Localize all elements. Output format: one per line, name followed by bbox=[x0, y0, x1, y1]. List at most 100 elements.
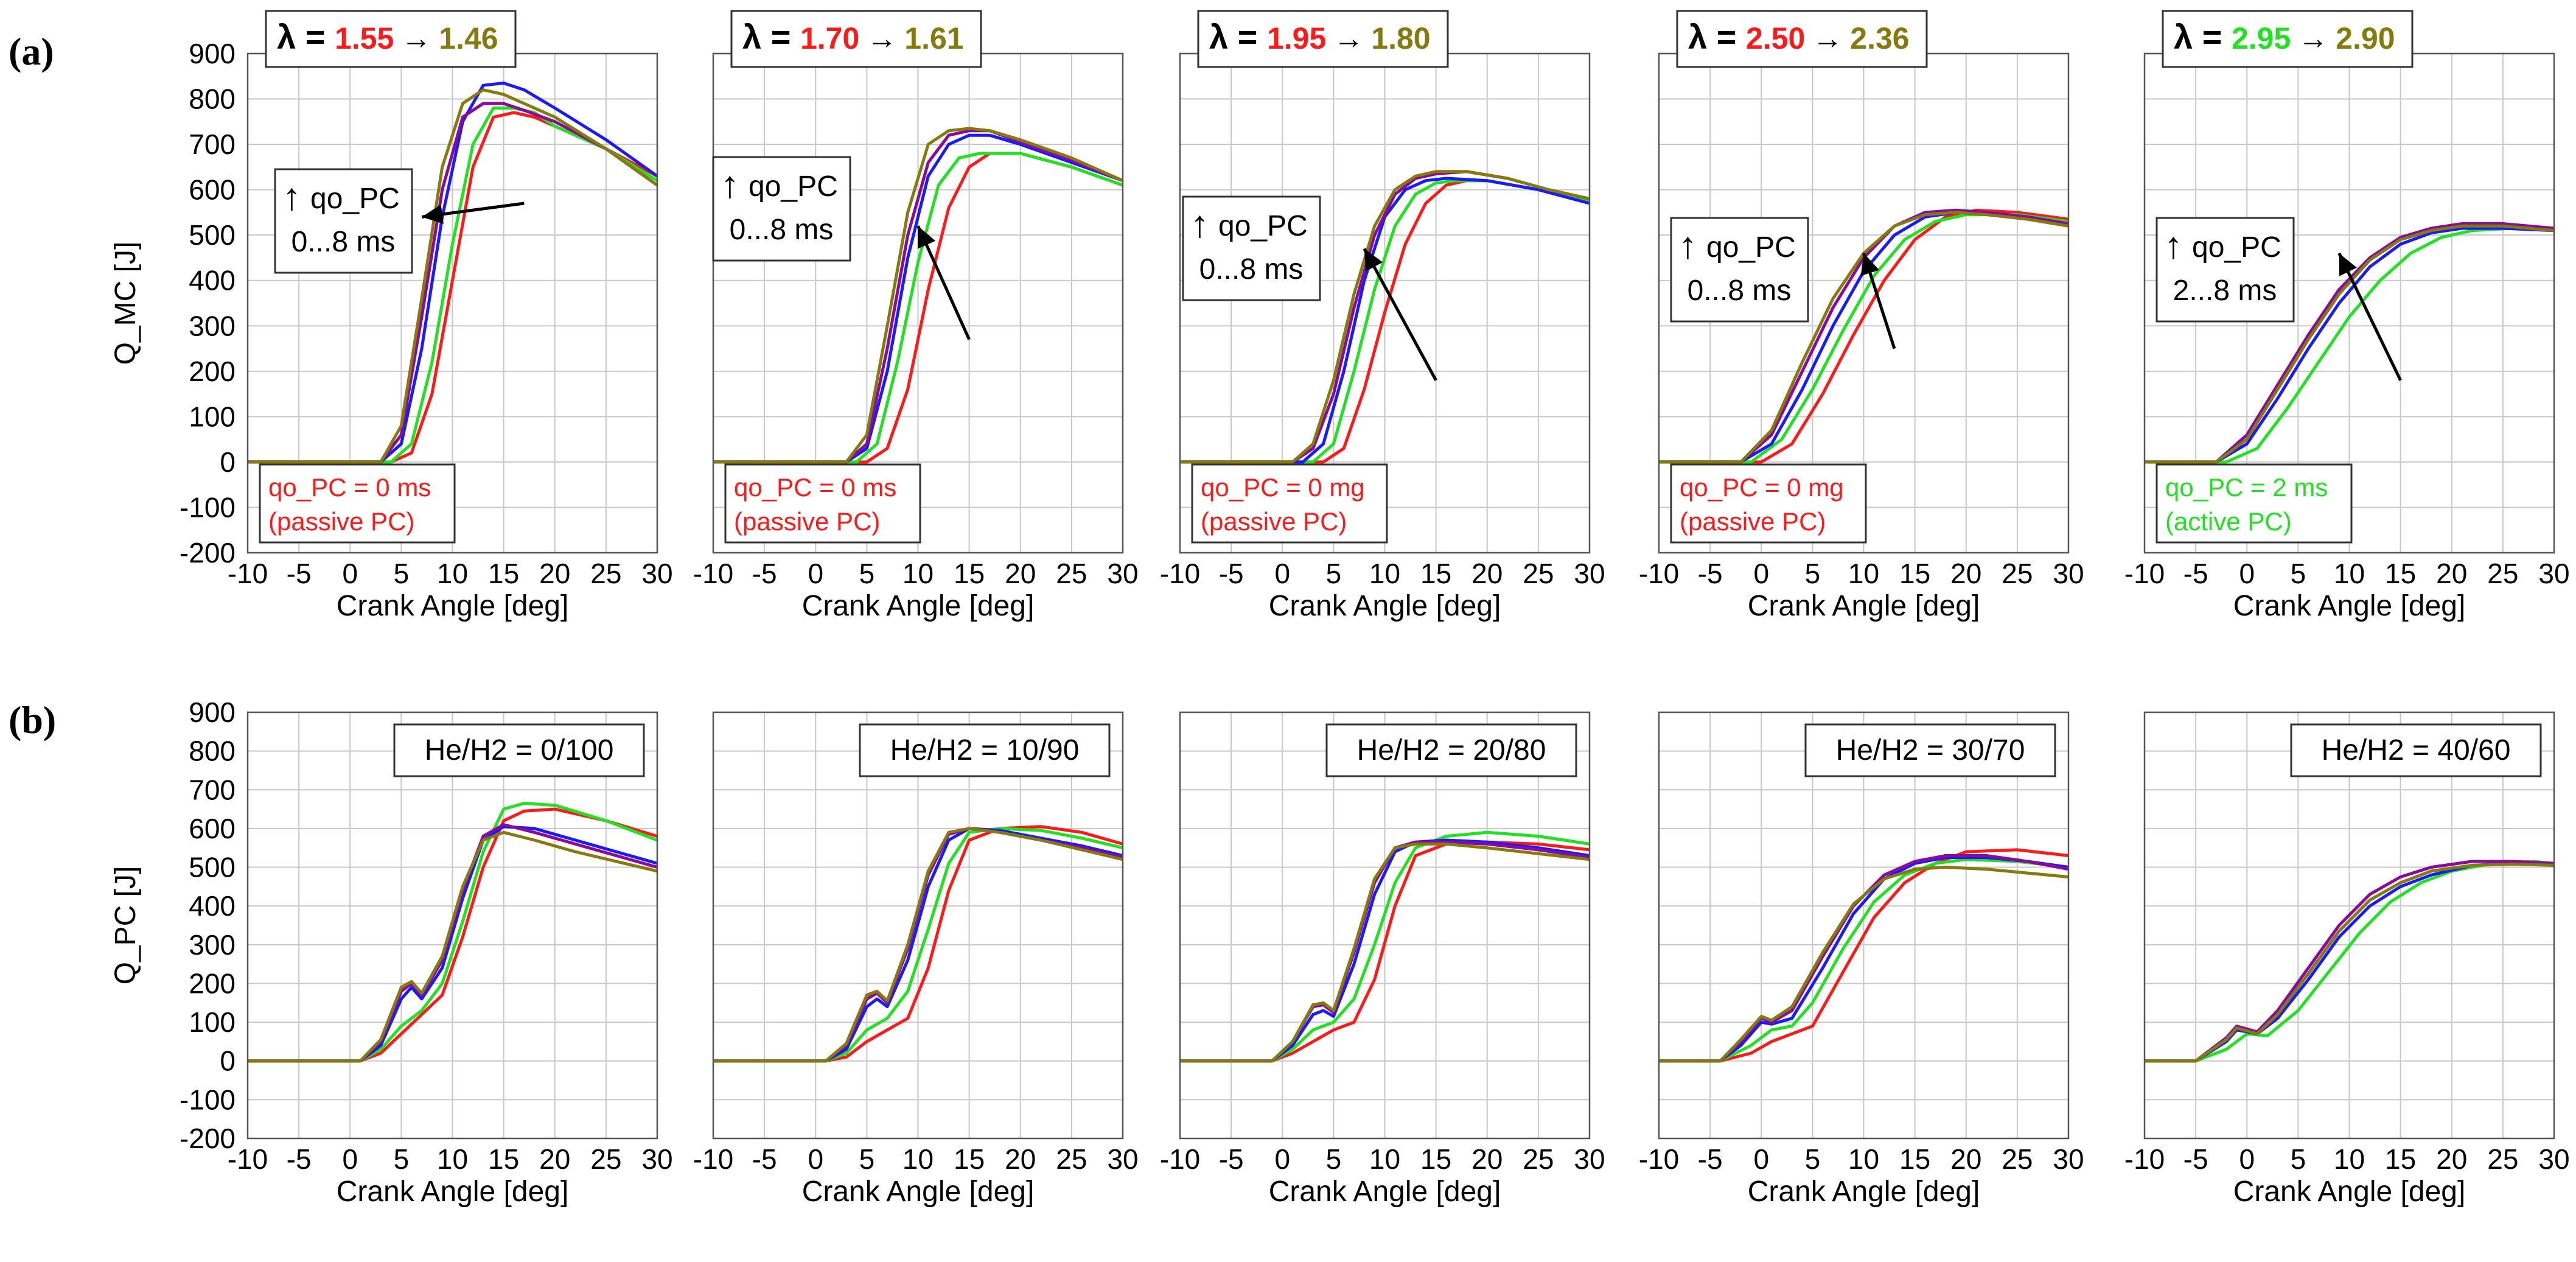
x-tick-label: 5 bbox=[1326, 1143, 1342, 1175]
x-tick-label: 25 bbox=[2487, 558, 2518, 589]
chart-panel-b2: -10 -5 0 5 10 15 20 25 30 Crank Angle [deg] He/H2 … bbox=[693, 711, 1139, 1208]
x-tick-label: 30 bbox=[1574, 558, 1605, 589]
lambda-prefix: λ = bbox=[1688, 18, 1746, 56]
x-tick-label: 0 bbox=[1274, 558, 1290, 589]
y-tick-label: -100 bbox=[180, 491, 236, 523]
series-line-olive bbox=[2145, 863, 2555, 1063]
x-tick-label: -5 bbox=[1219, 558, 1244, 589]
x-tick-label: 15 bbox=[488, 558, 519, 589]
mixture-box: He/H2 = 30/70 bbox=[1804, 723, 2056, 777]
x-tick-label: 0 bbox=[1753, 1143, 1769, 1175]
x-tick-label: 25 bbox=[2002, 1143, 2033, 1175]
annotation-label: qo_PC bbox=[1706, 231, 1796, 264]
series-line-green bbox=[248, 107, 658, 464]
note-box-frame bbox=[1191, 463, 1388, 544]
lambda-end: 2.90 bbox=[2336, 21, 2395, 55]
chart-panel-a4: -10 -5 0 5 10 15 20 25 30 Crank Angle [deg] λ = 2.… bbox=[1639, 10, 2084, 622]
mixture-box-frame bbox=[1325, 723, 1577, 777]
y-axis-label: Q_PC [J] bbox=[110, 866, 142, 985]
y-tick-label: 300 bbox=[189, 310, 236, 342]
series-line-olive bbox=[1659, 211, 2069, 464]
y-tick-label: 400 bbox=[189, 265, 236, 296]
x-tick-label: 20 bbox=[2436, 558, 2467, 589]
x-tick-label: 20 bbox=[1005, 1143, 1036, 1175]
annotation-box bbox=[2155, 217, 2295, 323]
x-axis-label: Crank Angle [deg] bbox=[1269, 590, 1501, 622]
series-line-purple bbox=[713, 129, 1123, 464]
note-box-frame bbox=[1670, 463, 1867, 544]
lambda-label: λ = 2.50 → 2.36 bbox=[1688, 18, 1910, 56]
note-line-2: (active PC) bbox=[2165, 507, 2292, 536]
y-tick-label: 500 bbox=[189, 852, 236, 883]
x-axis-label: Crank Angle [deg] bbox=[337, 1176, 569, 1208]
y-tick-label: 100 bbox=[189, 1006, 236, 1038]
x-tick-label: 10 bbox=[902, 1143, 934, 1175]
trend-arrow-head bbox=[917, 226, 936, 249]
lambda-end: 1.46 bbox=[439, 21, 498, 55]
x-tick-label: 0 bbox=[2239, 558, 2255, 589]
x-tick-label: 5 bbox=[1326, 558, 1342, 589]
x-tick-label: 15 bbox=[2385, 558, 2416, 589]
x-tick-label: 10 bbox=[1369, 1143, 1400, 1175]
annotation-range: 0...8 ms bbox=[1688, 275, 1792, 307]
x-tick-label: 15 bbox=[1420, 1143, 1451, 1175]
series-line-green bbox=[713, 827, 1123, 1063]
x-tick-label: 15 bbox=[954, 1143, 985, 1175]
x-tick-label: -10 bbox=[228, 1143, 268, 1175]
mixture-box-frame bbox=[393, 723, 645, 777]
x-tick-label: 5 bbox=[2291, 558, 2306, 589]
x-tick-label: 15 bbox=[1899, 558, 1930, 589]
y-tick-label: 600 bbox=[189, 174, 236, 206]
annotation-label: qo_PC bbox=[749, 170, 838, 203]
increase-annotation: ↑ qo_PC 0...8 ms bbox=[1182, 195, 1437, 381]
x-tick-label: -5 bbox=[287, 1143, 312, 1175]
x-tick-label: -10 bbox=[1639, 558, 1679, 589]
x-tick-label: -10 bbox=[693, 1143, 733, 1175]
x-tick-label: -5 bbox=[1698, 1143, 1723, 1175]
x-tick-label: 30 bbox=[2538, 558, 2569, 589]
mixture-label: He/H2 = 0/100 bbox=[425, 734, 614, 766]
lambda-start: 2.50 bbox=[1746, 21, 1805, 55]
lambda-box: λ = 2.50 → 2.36 bbox=[1676, 10, 1928, 68]
lambda-end: 2.36 bbox=[1850, 21, 1909, 55]
x-tick-label: -5 bbox=[752, 1143, 777, 1175]
series-line-olive bbox=[2145, 224, 2555, 464]
lambda-start: 1.70 bbox=[800, 21, 859, 55]
x-tick-label: 5 bbox=[1805, 1143, 1821, 1175]
x-tick-label: 0 bbox=[1753, 558, 1769, 589]
x-tick-label: 5 bbox=[394, 1143, 410, 1175]
x-axis-label: Crank Angle [deg] bbox=[1748, 590, 1980, 622]
y-tick-label: 100 bbox=[189, 401, 236, 432]
x-axis-label: Crank Angle [deg] bbox=[802, 1176, 1035, 1208]
chart-panel-a3: -10 -5 0 5 10 15 20 25 30 Crank Angle [deg] λ = 1.… bbox=[1160, 10, 1605, 622]
note-line-1: qo_PC = 0 ms bbox=[734, 473, 896, 502]
x-tick-label: -10 bbox=[228, 558, 268, 589]
mixture-box-frame bbox=[1804, 723, 2056, 777]
lambda-arrow: → bbox=[1812, 21, 1843, 55]
note-box-frame bbox=[2155, 463, 2353, 544]
mixture-box: He/H2 = 10/90 bbox=[859, 723, 1111, 777]
x-tick-label: 20 bbox=[1471, 1143, 1503, 1175]
note-box: qo_PC = 0 ms (passive PC) bbox=[724, 463, 921, 544]
annotation-range: 0...8 ms bbox=[1199, 253, 1304, 286]
increase-annotation: ↑ qo_PC 2...8 ms bbox=[2155, 217, 2402, 381]
trend-arrow-line bbox=[1363, 248, 1437, 381]
up-arrow-icon: ↑ bbox=[721, 164, 739, 206]
x-tick-label: 30 bbox=[641, 1143, 672, 1175]
series-line-blue bbox=[713, 827, 1123, 1063]
y-tick-label: -200 bbox=[180, 537, 236, 569]
x-tick-label: 20 bbox=[1005, 558, 1036, 589]
series-line-blue bbox=[1180, 177, 1590, 464]
x-tick-label: 30 bbox=[641, 558, 672, 589]
note-line-1: qo_PC = 0 ms bbox=[268, 473, 431, 502]
mixture-label: He/H2 = 30/70 bbox=[1836, 734, 2025, 766]
mixture-label: He/H2 = 20/80 bbox=[1357, 734, 1546, 766]
y-tick-label: 900 bbox=[189, 696, 236, 728]
annotation-label: qo_PC bbox=[1218, 210, 1308, 242]
x-tick-label: 15 bbox=[488, 1143, 519, 1175]
chart-panel-a2: -10 -5 0 5 10 15 20 25 30 Crank Angle [deg] λ = 1.… bbox=[693, 10, 1139, 622]
x-tick-label: 25 bbox=[2487, 1143, 2518, 1175]
x-tick-label: -5 bbox=[2183, 1143, 2208, 1175]
x-tick-label: 10 bbox=[2334, 1143, 2365, 1175]
x-tick-label: 30 bbox=[1574, 1143, 1605, 1175]
